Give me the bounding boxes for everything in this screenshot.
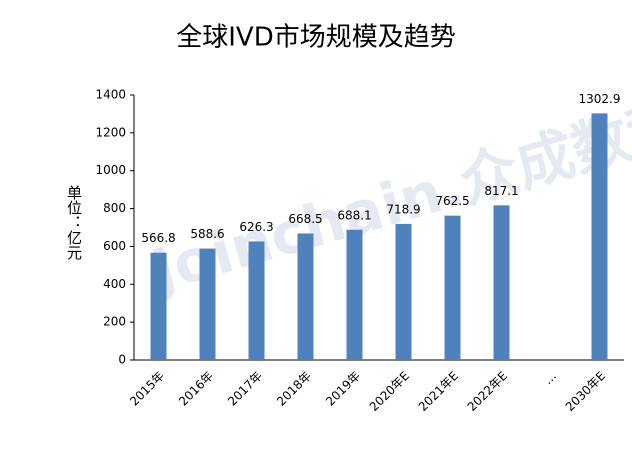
value-label: 588.6: [190, 227, 224, 241]
value-label: 817.1: [484, 184, 518, 198]
x-tick-label: 2022年E: [465, 369, 510, 414]
bar: [444, 215, 461, 360]
bar: [199, 248, 216, 360]
chart-title: 全球IVD市场规模及趋势: [176, 23, 455, 53]
value-label: 626.3: [239, 220, 273, 234]
x-tick-label: 2015年: [127, 369, 167, 409]
value-label: 566.8: [141, 231, 175, 245]
bar: [297, 233, 314, 360]
x-tick-label: 2020年E: [367, 369, 412, 414]
x-tick-label: …: [541, 369, 559, 387]
x-tick-label: 2016年: [176, 369, 216, 409]
y-tick-label: 0: [118, 353, 126, 367]
y-tick-label: 1200: [95, 125, 126, 139]
bar: [591, 113, 608, 361]
bar: [150, 252, 167, 360]
bar: [248, 241, 265, 360]
y-tick-label: 800: [103, 201, 126, 215]
y-tick-label: 1400: [95, 88, 126, 102]
value-label: 762.5: [435, 194, 469, 208]
y-tick-label: 1000: [95, 163, 126, 177]
x-tick-label: 2021年E: [416, 369, 461, 414]
bar: [493, 205, 510, 360]
y-axis-label: 单位：亿元: [65, 185, 83, 261]
value-label: 1302.9: [579, 92, 621, 106]
x-tick-label: 2019年: [323, 369, 363, 409]
bar: [395, 223, 412, 360]
value-label: 668.5: [288, 212, 322, 226]
bar: [346, 229, 363, 360]
value-label: 718.9: [386, 202, 420, 216]
y-tick-label: 400: [103, 277, 126, 291]
value-label: 688.1: [337, 208, 371, 222]
x-tick-label: 2018年: [274, 369, 314, 409]
x-tick-label: 2017年: [225, 369, 265, 409]
x-tick-label: 2030年E: [563, 369, 608, 414]
y-tick-label: 200: [103, 315, 126, 329]
y-tick-label: 600: [103, 239, 126, 253]
